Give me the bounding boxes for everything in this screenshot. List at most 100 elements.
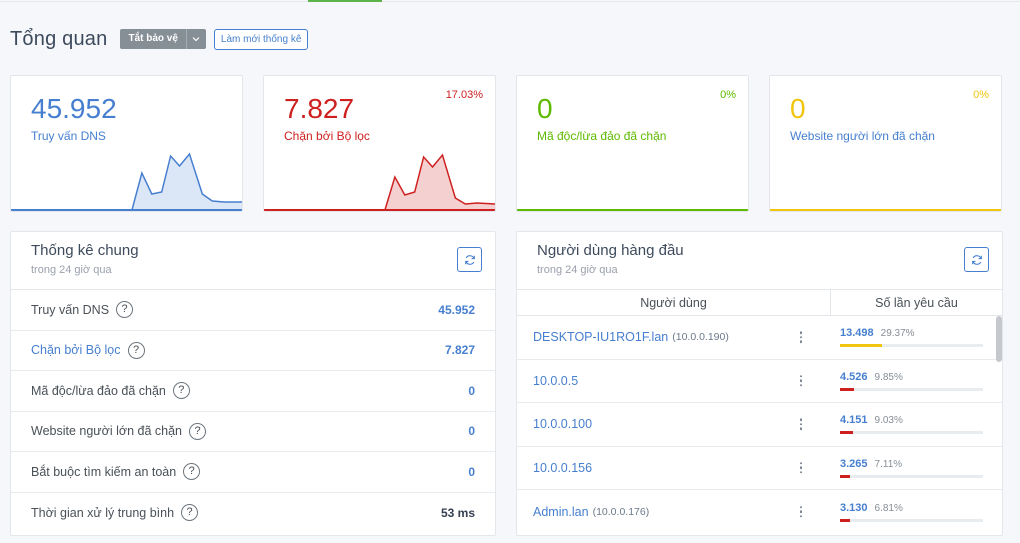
request-count: 4.151 [840, 414, 868, 427]
progress-track [840, 431, 983, 435]
more-options-icon[interactable] [799, 418, 803, 430]
row-label-text: Mã độc/lừa đảo đã chặn [31, 383, 166, 398]
row-label: Truy vấn DNS? [31, 301, 134, 319]
table-row: 10.0.0.5 4.526 9.85% [517, 360, 1002, 403]
row-label-text: Website người lớn đã chặn [31, 424, 183, 439]
sparkline-dns-queries [11, 152, 242, 211]
help-icon[interactable]: ? [189, 422, 207, 440]
refresh-icon [464, 254, 475, 265]
help-icon[interactable]: ? [172, 382, 190, 400]
client-cell: Admin.lan (10.0.0.176) [517, 490, 831, 534]
column-header-user[interactable]: Người dùng [517, 290, 831, 315]
more-options-icon[interactable] [799, 506, 803, 518]
row-label-text: Truy vấn DNS [31, 302, 110, 317]
client-name[interactable]: 10.0.0.100 [533, 417, 593, 432]
stat-value: 45.952 [31, 93, 117, 124]
request-percent: 9.85% [874, 371, 903, 383]
page-title: Tổng quan [10, 27, 108, 50]
card-bottom-bar [517, 209, 748, 211]
more-options-icon[interactable] [799, 331, 803, 343]
table-row: Admin.lan (10.0.0.176) 3.130 6.81% [517, 490, 1002, 534]
request-percent: 29.37% [880, 328, 915, 340]
progress-track [840, 387, 983, 391]
row-label[interactable]: Chặn bởi Bộ lọc? [31, 341, 145, 359]
row-value[interactable]: 7.827 [444, 343, 475, 358]
client-name[interactable]: Admin.lan [533, 504, 589, 519]
panel-subtitle: trong 24 giờ qua [537, 264, 618, 276]
row-label: Thời gian xử lý trung bình? [31, 504, 199, 522]
stat-label: Mã độc/lừa đảo đã chặn [537, 129, 667, 143]
progress-fill [840, 344, 882, 348]
request-percent: 9.03% [874, 415, 903, 427]
client-cell: DESKTOP-IU1RO1F.lan (10.0.0.190) [517, 316, 831, 359]
help-icon[interactable]: ? [116, 301, 134, 319]
card-bottom-bar [770, 209, 1001, 211]
table-row: 10.0.0.100 4.151 9.03% [517, 403, 1002, 447]
stat-label: Chặn bởi Bộ lọc [284, 129, 370, 143]
stat-percent: 0% [973, 89, 989, 101]
table-scrollbar[interactable] [996, 316, 1002, 362]
client-name[interactable]: 10.0.0.5 [533, 373, 579, 388]
request-count-cell: 4.526 9.85% [831, 371, 1002, 391]
progress-fill [840, 518, 850, 522]
card-bottom-bar [264, 209, 495, 211]
progress-fill [840, 387, 855, 391]
help-icon[interactable]: ? [127, 341, 145, 359]
client-cell: 10.0.0.100 [517, 403, 831, 446]
progress-track [840, 518, 983, 522]
request-count-cell: 13.498 29.37% [831, 327, 1002, 348]
row-value: 53 ms [440, 505, 475, 520]
top-clients-table: Người dùng Số lần yêu cầu DESKTOP-IU1RO1… [517, 289, 1002, 534]
client-name[interactable]: 10.0.0.156 [533, 460, 593, 475]
client-ip: (10.0.0.190) [672, 331, 729, 344]
more-options-icon[interactable] [799, 375, 803, 387]
table-header: Người dùng Số lần yêu cầu [517, 290, 1002, 316]
stat-value: 0 [537, 93, 553, 124]
row-label-text[interactable]: Chặn bởi Bộ lọc [31, 343, 121, 358]
refresh-statistics-button[interactable]: Làm mới thống kê [213, 28, 309, 50]
top-divider [0, 1, 1020, 2]
progress-fill [840, 474, 851, 478]
stat-card-adult-blocked: 0 Website người lớn đã chặn 0% [769, 75, 1002, 212]
help-icon[interactable]: ? [183, 463, 201, 481]
row-label: Website người lớn đã chặn? [31, 422, 207, 440]
active-nav-indicator [308, 0, 382, 2]
page-header: Tổng quan Tắt bảo vệ Làm mới thống kê [10, 26, 309, 52]
request-count-cell: 3.265 7.11% [831, 458, 1002, 478]
client-cell: 10.0.0.156 [517, 447, 831, 490]
request-percent: 7.11% [874, 458, 903, 470]
stat-percent: 17.03% [445, 89, 483, 101]
row-value[interactable]: 45.952 [438, 302, 475, 317]
progress-track [840, 474, 983, 478]
row-label-text: Thời gian xử lý trung bình [31, 505, 175, 520]
panel-subtitle: trong 24 giờ qua [31, 264, 112, 276]
refresh-top-clients-button[interactable] [964, 247, 989, 272]
stat-label: Website người lớn đã chặn [790, 129, 935, 143]
stats-row-malware-blocked: Mã độc/lừa đảo đã chặn? 0 [11, 371, 495, 412]
stat-percent: 0% [720, 89, 736, 101]
sparkline-blocked-filter [264, 153, 495, 211]
client-name[interactable]: DESKTOP-IU1RO1F.lan [533, 330, 669, 345]
stat-card-blocked-filter: 7.827 Chặn bởi Bộ lọc 17.03% [263, 75, 496, 212]
protection-dropdown-button[interactable] [185, 29, 206, 49]
stats-row-avg-processing-time: Thời gian xử lý trung bình? 53 ms [11, 493, 495, 534]
stats-row-blocked-filter: Chặn bởi Bộ lọc? 7.827 [11, 331, 495, 371]
top-clients-panel: Người dùng hàng đầu trong 24 giờ qua Ngư… [516, 231, 1003, 536]
help-icon[interactable]: ? [181, 504, 199, 522]
disable-protection-button[interactable]: Tắt bảo vệ [120, 29, 186, 49]
more-options-icon[interactable] [799, 462, 803, 474]
stat-card-malware-blocked: 0 Mã độc/lừa đảo đã chặn 0% [516, 75, 749, 212]
row-value[interactable]: 0 [468, 464, 475, 479]
row-value[interactable]: 0 [468, 383, 475, 398]
request-count-cell: 3.130 6.81% [831, 502, 1002, 522]
row-value[interactable]: 0 [468, 424, 475, 439]
request-percent: 6.81% [874, 502, 903, 514]
panel-title: Người dùng hàng đầu [537, 242, 684, 259]
stat-label: Truy vấn DNS [31, 129, 106, 143]
column-header-requests[interactable]: Số lần yêu cầu [875, 296, 958, 310]
refresh-icon [971, 254, 982, 265]
chevron-down-icon [192, 37, 200, 42]
refresh-general-stats-button[interactable] [457, 247, 482, 272]
request-count: 13.498 [840, 327, 874, 340]
row-label-text: Bắt buộc tìm kiếm an toàn [31, 464, 177, 479]
